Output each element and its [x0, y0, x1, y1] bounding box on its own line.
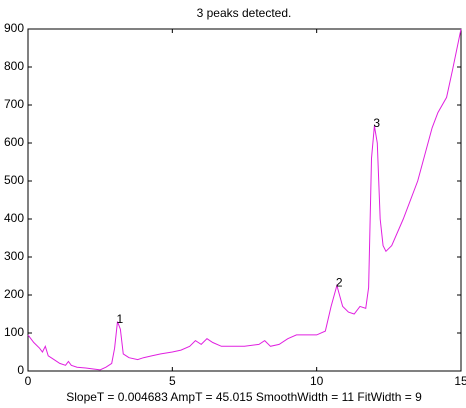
chart-title: 3 peaks detected. — [197, 6, 292, 20]
peak-label: 1 — [116, 312, 123, 326]
y-tick-label: 900 — [4, 21, 24, 35]
peak-label: 3 — [373, 116, 380, 130]
y-tick-label: 300 — [4, 249, 24, 263]
peak-label: 2 — [336, 276, 343, 290]
y-tick-label: 600 — [4, 135, 24, 149]
y-tick-label: 500 — [4, 173, 24, 187]
y-tick-label: 0 — [17, 363, 24, 377]
x-tick-label: 15 — [454, 374, 466, 388]
x-tick-label: 10 — [310, 374, 324, 388]
y-tick-label: 700 — [4, 97, 24, 111]
data-line — [27, 28, 462, 371]
plot-frame — [27, 28, 462, 372]
y-tick-label: 100 — [4, 325, 24, 339]
y-tick-label: 200 — [4, 287, 24, 301]
x-tick-label: 0 — [25, 374, 32, 388]
x-tick-label: 5 — [169, 374, 176, 388]
y-tick-label: 800 — [4, 59, 24, 73]
x-axis-label: SlopeT = 0.004683 AmpT = 45.015 SmoothWi… — [66, 390, 422, 404]
y-tick-label: 400 — [4, 211, 24, 225]
